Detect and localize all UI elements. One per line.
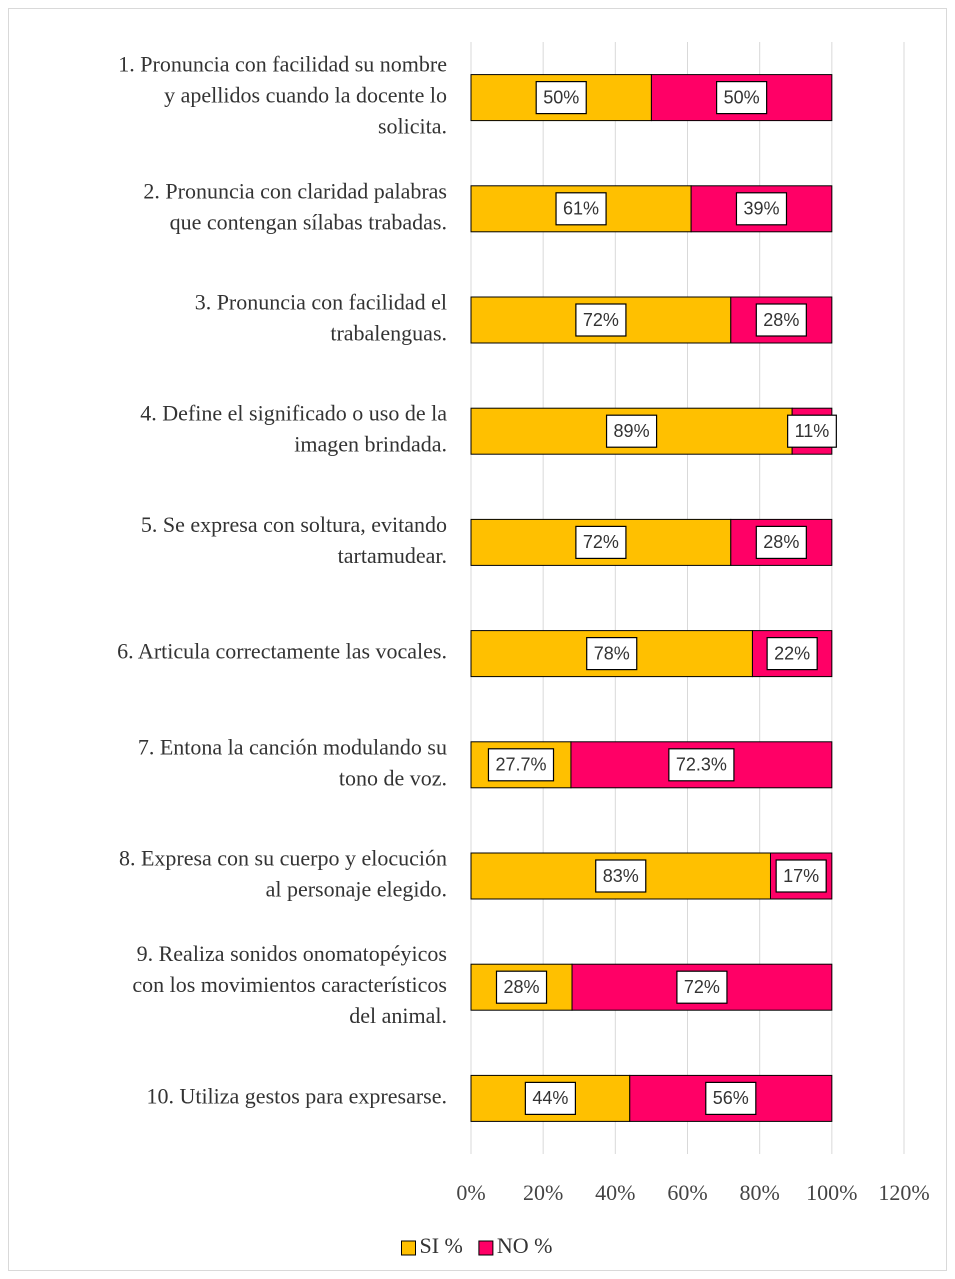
data-label: 61% [555,192,607,226]
data-label-box [766,636,818,671]
data-label: 72% [676,970,728,1004]
data-label-text: 72% [583,310,619,330]
legend-item: NO % [478,1233,553,1258]
data-label: 39% [735,192,788,226]
x-tick-label: 20% [523,1180,563,1205]
data-label: 28% [755,525,807,560]
data-label-text: 28% [504,977,540,997]
data-label-box [595,859,647,893]
category-label: 1. Pronuncia con facilidad su nombre [118,52,447,77]
category-label: 4. Define el significado o uso de la [140,401,447,426]
legend-swatch [478,1240,494,1256]
category-label: 5. Se expresa con soltura, evitando [141,512,447,537]
data-label-text: 83% [603,866,639,886]
data-label-box [676,970,728,1004]
category-label: imagen brindada. [294,432,447,457]
data-label-box [705,1081,757,1116]
x-tick-label: 0% [456,1180,485,1205]
data-label-text: 72% [583,532,619,552]
data-label: 72.3% [668,748,735,782]
data-label-box [586,636,638,671]
legend-label: NO % [497,1233,553,1258]
data-label-box [495,970,548,1004]
category-label: del animal. [349,1003,447,1028]
category-label: solicita. [378,114,447,139]
data-label-box [735,192,788,226]
data-label-text: 22% [774,643,810,663]
category-label: y apellidos cuando la docente lo [164,83,447,108]
category-label: 2. Pronuncia con claridad palabras [143,178,447,203]
data-label-text: 72.3% [676,755,727,775]
data-label: 22% [766,636,818,671]
data-label: 78% [586,636,638,671]
x-tick-label: 60% [667,1180,707,1205]
category-label: tartamudear. [338,543,447,568]
category-label: trabalenguas. [330,321,447,346]
data-label-box [775,859,827,893]
data-label-box [575,525,627,560]
data-label-text: 28% [763,532,799,552]
data-label-text: 50% [724,87,760,107]
data-label-text: 72% [684,977,720,997]
data-label-box [755,303,807,337]
data-label: 72% [575,525,627,560]
x-tick-label: 40% [595,1180,635,1205]
legend-label: SI % [420,1233,463,1258]
data-label-box [524,1081,576,1116]
data-label: 44% [524,1081,576,1116]
x-tick-label: 120% [878,1180,929,1205]
x-tick-label: 100% [806,1180,857,1205]
data-label: 17% [775,859,827,893]
data-label-box [755,525,807,560]
category-label: con los movimientos característicos [132,972,447,997]
data-label-text: 27.7% [495,755,546,775]
data-label-box [555,192,607,226]
data-label: 72% [575,303,627,337]
data-label-box [787,414,837,448]
data-label-text: 11% [795,421,830,441]
data-label-text: 56% [713,1088,749,1108]
data-label: 56% [705,1081,757,1116]
data-label: 50% [535,80,587,115]
data-label-text: 17% [783,866,819,886]
category-label: que contengan sílabas trabadas. [170,209,447,234]
category-label: 9. Realiza sonidos onomatopéyicos [137,941,447,966]
category-label: 6. Articula correctamente las vocales. [117,639,447,664]
category-label: tono de voz. [339,765,447,790]
data-label-text: 89% [614,421,650,441]
legend-swatch [401,1240,416,1256]
data-label-text: 39% [743,199,779,219]
data-label-text: 61% [563,199,599,219]
data-label-box [668,748,735,782]
category-label: 7. Entona la canción modulando su [138,734,447,759]
data-label-box [716,80,768,115]
data-label-text: 44% [532,1088,568,1108]
data-label: 50% [716,80,768,115]
category-label: 3. Pronuncia con facilidad el [195,290,447,315]
data-label: 11% [787,414,837,448]
data-label: 28% [495,970,548,1004]
data-label-box [575,303,627,337]
data-label-text: 78% [594,643,630,663]
data-label-text: 28% [763,310,799,330]
data-label: 89% [605,414,658,448]
data-label-box [487,748,555,782]
data-label: 27.7% [487,748,555,782]
x-tick-label: 80% [740,1180,780,1205]
category-label: 8. Expresa con su cuerpo y elocución [119,846,447,871]
data-label-box [535,80,587,115]
data-label: 83% [595,859,647,893]
category-label: 10. Utiliza gestos para expresarse. [146,1083,447,1108]
legend-item: SI % [401,1233,463,1258]
data-label-text: 50% [543,87,579,107]
category-label: al personaje elegido. [266,877,447,902]
data-label-box [605,414,658,448]
data-label: 28% [755,303,807,337]
